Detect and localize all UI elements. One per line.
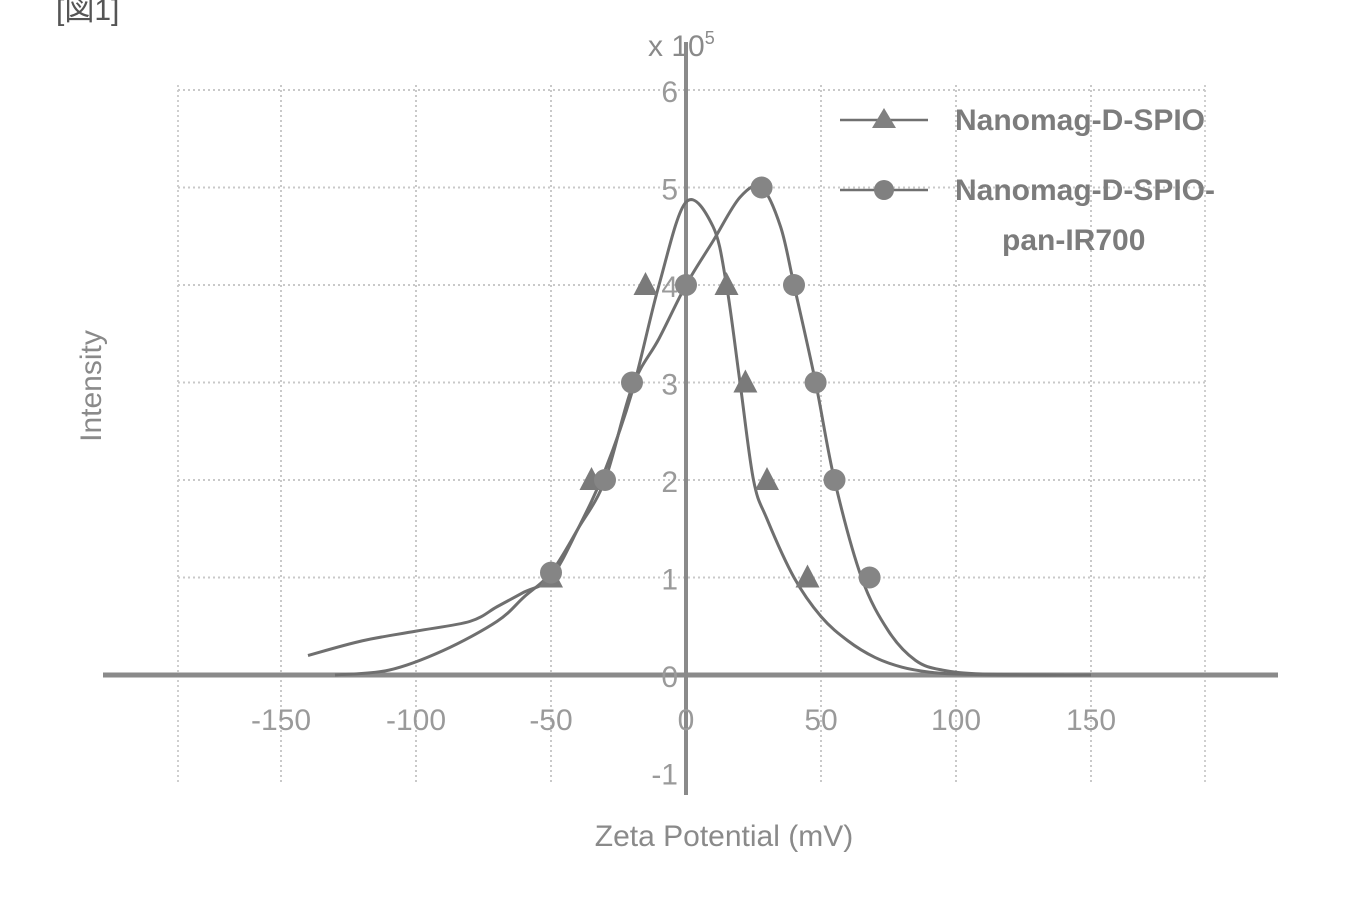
circle-marker xyxy=(824,469,846,491)
y-axis-multiplier: x 105 xyxy=(648,28,715,63)
circle-marker xyxy=(751,177,773,199)
x-tick-label: -100 xyxy=(386,704,446,737)
x-tick-label: -150 xyxy=(251,704,311,737)
circle-marker xyxy=(783,274,805,296)
series-line-2 xyxy=(335,186,1064,675)
legend: Nanomag-D-SPIO Nanomag-D-SPIO- pan-IR700 xyxy=(840,104,1215,257)
series-lines xyxy=(308,186,1091,675)
triangle-marker xyxy=(755,467,779,490)
circle-marker xyxy=(675,274,697,296)
y-tick-label: 1 xyxy=(661,564,678,597)
legend-circle-icon xyxy=(874,180,894,200)
y-tick-label: 5 xyxy=(661,174,678,207)
triangle-marker xyxy=(715,272,739,295)
triangle-marker xyxy=(733,370,757,393)
circle-marker xyxy=(540,562,562,584)
legend-label-1: Nanomag-D-SPIO xyxy=(955,104,1205,137)
triangle-marker xyxy=(796,565,820,588)
y-axis-title: Intensity xyxy=(75,330,108,442)
y-tick-label: -1 xyxy=(651,759,678,792)
y-tick-label: 3 xyxy=(661,369,678,402)
y-tick-label: 6 xyxy=(661,76,678,109)
circle-marker xyxy=(859,567,881,589)
legend-label-2b: pan-IR700 xyxy=(1002,224,1145,257)
figure-label: [図1] xyxy=(56,0,119,27)
x-tick-label: 150 xyxy=(1066,704,1116,737)
circle-marker xyxy=(621,372,643,394)
legend-label-2a: Nanomag-D-SPIO- xyxy=(955,174,1215,207)
x-tick-label: 0 xyxy=(678,704,695,737)
legend-triangle-icon xyxy=(872,108,896,128)
y-tick-label: 2 xyxy=(661,466,678,499)
x-axis-title: Zeta Potential (mV) xyxy=(595,820,853,853)
triangle-marker xyxy=(634,272,658,295)
x-tick-label: 100 xyxy=(931,704,981,737)
x-tick-label: 50 xyxy=(804,704,837,737)
circle-marker xyxy=(594,469,616,491)
axes: -150-100-50050100150-10123456 xyxy=(103,42,1278,795)
series-line-1 xyxy=(308,200,1091,676)
circle-marker xyxy=(805,372,827,394)
x-tick-label: -50 xyxy=(529,704,572,737)
y-tick-label: 0 xyxy=(661,661,678,694)
